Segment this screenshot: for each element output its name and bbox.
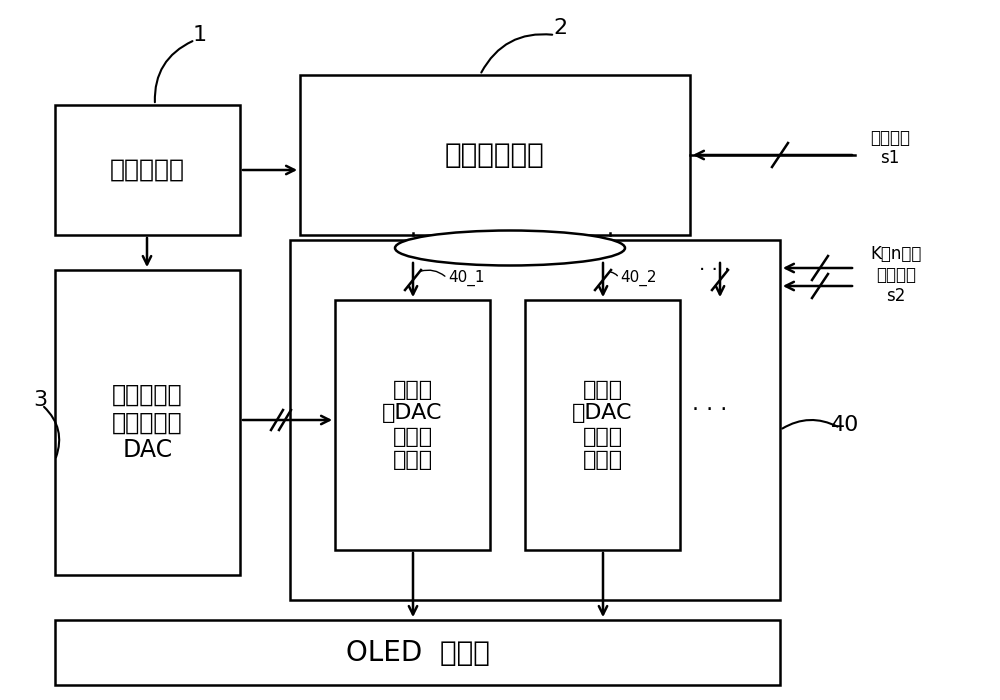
Bar [55,105,240,235]
Text: 1: 1 [193,25,207,45]
Text: K路n比特
并行数据
s2: K路n比特 并行数据 s2 [870,245,921,304]
Text: · · ·: · · · [692,400,728,420]
Text: 3: 3 [33,390,47,410]
Text: 非线性第一
级伽玛校正
DAC: 非线性第一 级伽玛校正 DAC [112,383,183,462]
Bar [290,240,780,600]
Text: 时序控制器: 时序控制器 [110,158,185,182]
Text: · · ·: · · · [699,260,731,279]
Text: 2: 2 [553,18,567,38]
Text: 线性次
级DAC
及缓冲
器电路: 线性次 级DAC 及缓冲 器电路 [572,380,633,470]
Text: 线性次
级DAC
及缓冲
器电路: 线性次 级DAC 及缓冲 器电路 [382,380,443,470]
Text: 40_1: 40_1 [448,270,484,286]
Bar [55,620,780,685]
Bar [525,300,680,550]
Bar [300,75,690,235]
Text: 串行数据
s1: 串行数据 s1 [870,129,910,167]
Text: 40_2: 40_2 [620,270,656,286]
Text: 40: 40 [831,415,859,435]
Bar [335,300,490,550]
Text: OLED  显示屏: OLED 显示屏 [346,638,489,666]
Ellipse shape [395,230,625,265]
Bar [55,270,240,575]
Text: 数据处理电路: 数据处理电路 [445,141,545,169]
